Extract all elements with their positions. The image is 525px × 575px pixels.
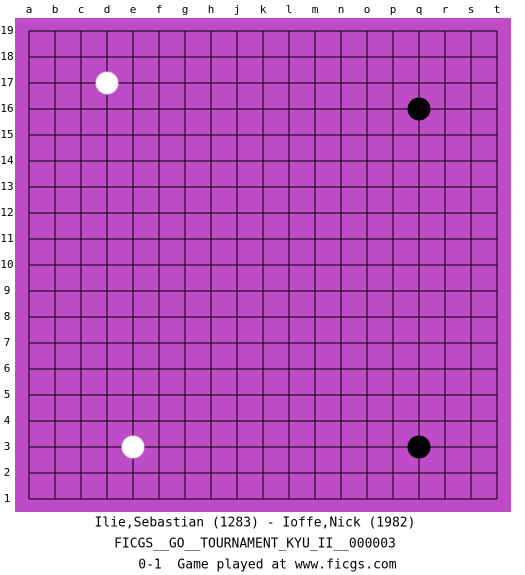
column-label: q	[416, 3, 423, 16]
result: 0-1	[138, 558, 161, 573]
column-label: f	[156, 3, 163, 16]
row-label: 19	[0, 24, 13, 37]
column-label: g	[182, 3, 189, 16]
players: Ilie,Sebastian (1283) - Ioffe,Nick (1982…	[95, 516, 416, 531]
column-label: n	[338, 3, 345, 16]
row-label: 7	[4, 336, 11, 349]
row-label: 14	[0, 154, 14, 167]
row-label: 3	[4, 440, 11, 453]
row-label: 2	[4, 466, 11, 479]
column-label: p	[390, 3, 397, 16]
stone	[407, 435, 431, 459]
row-label: 17	[0, 76, 13, 89]
column-label: t	[494, 3, 501, 16]
row-label: 12	[0, 206, 13, 219]
column-label: e	[130, 3, 137, 16]
stone	[95, 71, 119, 95]
row-label: 16	[0, 102, 13, 115]
row-label: 9	[4, 284, 11, 297]
column-label: a	[26, 3, 33, 16]
row-label: 1	[4, 492, 11, 505]
column-label: o	[364, 3, 371, 16]
row-label: 13	[0, 180, 13, 193]
column-label: b	[52, 3, 59, 16]
row-label: 5	[4, 388, 11, 401]
row-label: 10	[0, 258, 13, 271]
row-label: 15	[0, 128, 13, 141]
row-label: 4	[4, 414, 11, 427]
row-label: 6	[4, 362, 11, 375]
column-label: c	[78, 3, 85, 16]
stone	[121, 435, 145, 459]
column-label: l	[286, 3, 293, 16]
stone	[407, 97, 431, 121]
event: FICGS__GO__TOURNAMENT_KYU_II__000003	[114, 537, 396, 552]
row-label: 8	[4, 310, 11, 323]
site: Game played at www.ficgs.com	[177, 558, 396, 573]
row-label: 11	[0, 232, 13, 245]
column-label: r	[442, 3, 449, 16]
column-label: d	[104, 3, 111, 16]
column-label: j	[234, 3, 241, 16]
row-label: 18	[0, 50, 13, 63]
column-label: m	[312, 3, 319, 16]
column-label: h	[208, 3, 215, 16]
column-label: s	[468, 3, 475, 16]
column-label: k	[260, 3, 267, 16]
